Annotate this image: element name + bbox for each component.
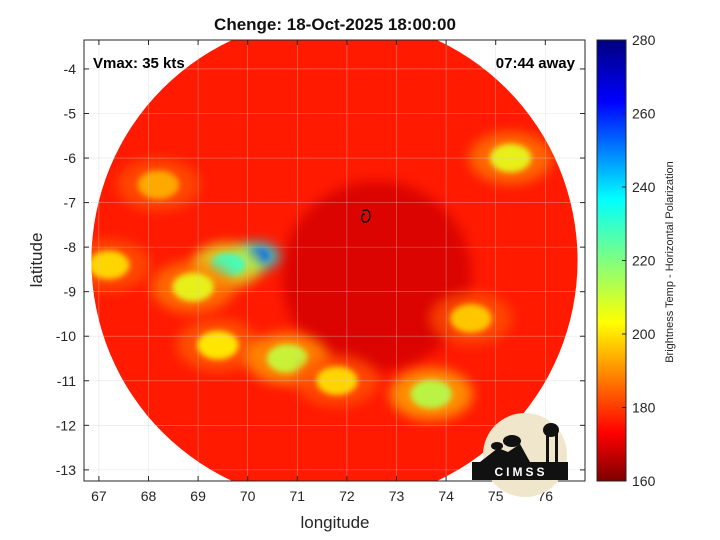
storm-center-marker [361, 209, 371, 223]
y-tick-label: -10 [56, 328, 76, 344]
cold-core [281, 180, 472, 371]
colorbar-tick-label: 220 [632, 253, 656, 269]
plot-frame [83, 39, 586, 482]
colorbar-tick-label: 280 [632, 32, 656, 48]
logo-satellite-dish-icon [503, 435, 521, 447]
y-axis-label: latitude [27, 233, 46, 288]
y-tick-label: -8 [64, 239, 77, 255]
y-axis-ticks: -4 -5 -6 -7 -8 -9 -10 -11 -12 -13 [56, 61, 585, 478]
logo-small-dish-icon [491, 442, 503, 450]
colorbar-ticks: 160 180 200 220 240 260 280 [622, 32, 656, 489]
x-tick-label: 74 [438, 488, 454, 504]
grid-lines [84, 40, 585, 481]
feature-east-cell [429, 292, 513, 345]
chart-title: Chenge: 18-Oct-2025 18:00:00 [214, 15, 456, 34]
x-tick-label: 67 [91, 488, 107, 504]
x-tick-label: 70 [240, 488, 256, 504]
y-tick-label: -13 [56, 462, 76, 478]
feature-core [197, 330, 239, 360]
y-tick-label: -6 [64, 150, 77, 166]
y-tick-label: -7 [64, 195, 77, 211]
y-tick-label: -11 [57, 373, 76, 389]
feature-west-edge [91, 238, 151, 291]
feature-northwest-band [116, 158, 201, 211]
colorbar-tick-label: 200 [632, 326, 656, 342]
colorbar-tick-label: 240 [632, 179, 656, 195]
colorbar-tick-label: 260 [632, 106, 656, 122]
x-axis-ticks: 67 68 69 70 71 72 73 74 75 76 [91, 40, 553, 504]
feature-spiral-band-west [151, 261, 235, 314]
logo-tower-leg [555, 432, 558, 462]
logo-water-tank-icon [543, 423, 559, 437]
time-away-annotation: 07:44 away [496, 55, 576, 72]
plot-area [84, 40, 585, 481]
logo-dish-icon [480, 444, 530, 462]
feature-core [266, 344, 309, 373]
logo-band [472, 462, 568, 480]
x-tick-label: 71 [290, 488, 306, 504]
colorbar-label: Brightness Temp - Horizontal Polarizatio… [664, 161, 676, 363]
y-tick-label: -4 [64, 61, 77, 77]
feature-spiral-band-southwest [176, 319, 260, 372]
x-tick-label: 73 [389, 488, 405, 504]
vmax-annotation: Vmax: 35 kts [93, 55, 185, 72]
x-tick-label: 72 [339, 488, 355, 504]
feature-core [410, 379, 453, 409]
x-tick-label: 69 [190, 488, 206, 504]
colorbar-tick-label: 160 [632, 473, 656, 489]
feature-core [91, 250, 130, 280]
y-tick-label: -5 [64, 106, 77, 122]
feature-core [172, 272, 214, 302]
feature-core [450, 304, 492, 333]
feature-core [137, 170, 180, 200]
colorbar-gradient [596, 39, 627, 482]
logo-tower-icon [546, 432, 549, 462]
colorbar-tick-label: 180 [632, 400, 656, 416]
logo-text: CIMSS [494, 465, 547, 479]
colorbar: 160 180 200 220 240 260 280 Brightness Temp - … [596, 32, 676, 489]
cimss-logo: CIMSS [472, 413, 568, 497]
x-tick-label: 75 [488, 488, 504, 504]
x-axis-label: longitude [300, 513, 369, 532]
y-tick-label: -9 [64, 284, 77, 300]
feature-southeast-cell [389, 368, 473, 421]
y-tick-label: -12 [56, 417, 76, 433]
x-tick-label: 68 [141, 488, 157, 504]
cold-core-region [281, 180, 472, 371]
